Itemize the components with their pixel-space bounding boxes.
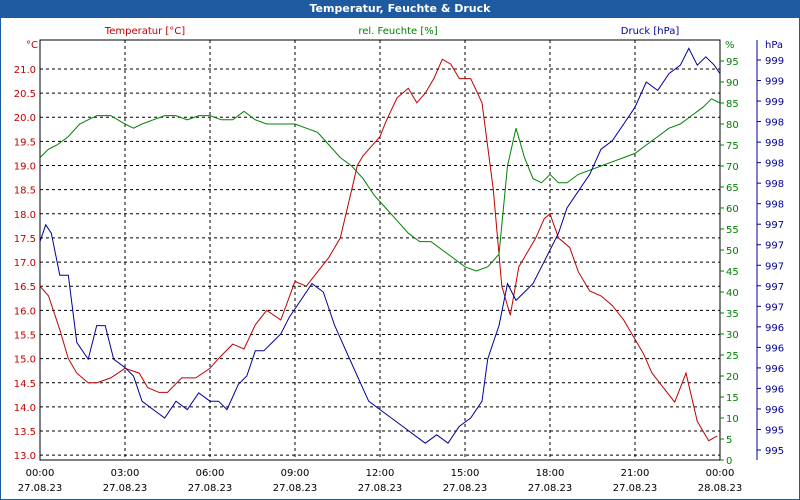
temperature-tick-label: 20.5 <box>14 89 36 100</box>
pressure-tick-label: 997 <box>765 282 784 293</box>
pressure-tick-label: 998 <box>765 200 784 211</box>
pressure-tick-label: 998 <box>765 118 784 129</box>
humidity-tick-label: 15 <box>726 393 739 404</box>
pressure-tick-label: 997 <box>765 220 784 231</box>
pressure-tick-label: 997 <box>765 261 784 272</box>
pressure-tick-label: 997 <box>765 241 784 252</box>
date-tick-label: 28.08.23 <box>698 483 743 494</box>
pressure-tick-label: 995 <box>765 425 784 436</box>
temperature-tick-label: 19.0 <box>14 162 36 173</box>
humidity-series-line <box>39 98 721 272</box>
humidity-tick-label: 65 <box>726 183 739 194</box>
pressure-series-line <box>39 47 721 444</box>
humidity-tick-label: 10 <box>726 414 739 425</box>
pressure-tick-label: 999 <box>765 77 784 88</box>
pressure-tick-label: 996 <box>765 384 784 395</box>
legend-temperature: Temperatur [°C] <box>104 26 185 37</box>
pressure-tick-label: 999 <box>765 97 784 108</box>
pressure-tick-label: 997 <box>765 302 784 313</box>
humidity-tick-label: 50 <box>726 246 739 257</box>
date-tick-label: 27.08.23 <box>188 483 233 494</box>
temperature-tick-label: 17.0 <box>14 258 36 269</box>
humidity-tick-label: 0 <box>726 456 732 467</box>
humidity-tick-label: 5 <box>726 435 732 446</box>
date-tick-label: 27.08.23 <box>103 483 148 494</box>
date-tick-label: 27.08.23 <box>443 483 488 494</box>
pressure-tick-label: 996 <box>765 405 784 416</box>
temperature-tick-label: 19.5 <box>14 137 36 148</box>
pressure-tick-label: 999 <box>765 56 784 67</box>
time-tick-label: 06:00 <box>196 468 225 479</box>
time-tick-label: 15:00 <box>451 468 480 479</box>
pressure-tick-label: 996 <box>765 364 784 375</box>
temperature-tick-label: 21.0 <box>14 65 36 76</box>
pressure-axis-ticks: 999 999 999 998 998 998 998 998 997 997 997 997 997 9… <box>757 56 784 457</box>
humidity-tick-label: 45 <box>726 267 739 278</box>
pressure-tick-label: 998 <box>765 159 784 170</box>
temperature-tick-label: 14.5 <box>14 379 36 390</box>
time-tick-label: 03:00 <box>111 468 140 479</box>
temperature-tick-label: 13.0 <box>14 451 36 462</box>
humidity-tick-label: 40 <box>726 288 739 299</box>
pressure-tick-label: 998 <box>765 179 784 190</box>
pressure-tick-label: 998 <box>765 138 784 149</box>
humidity-tick-label: 75 <box>726 141 739 152</box>
time-tick-label: 12:00 <box>366 468 395 479</box>
humidity-tick-label: 30 <box>726 330 739 341</box>
temperature-axis-unit: °C <box>26 40 38 51</box>
date-tick-label: 27.08.23 <box>613 483 658 494</box>
time-tick-label: 18:00 <box>536 468 565 479</box>
temperature-series-line <box>39 58 718 442</box>
temperature-tick-label: 15.5 <box>14 330 36 341</box>
grid-lines <box>40 40 720 460</box>
temperature-tick-label: 18.5 <box>14 186 36 197</box>
legend-pressure: Druck [hPa] <box>621 26 680 37</box>
humidity-tick-label: 60 <box>726 204 739 215</box>
humidity-tick-label: 25 <box>726 351 739 362</box>
pressure-tick-label: 996 <box>765 343 784 354</box>
date-tick-label: 27.08.23 <box>358 483 403 494</box>
humidity-tick-label: 55 <box>726 225 739 236</box>
pressure-tick-label: 996 <box>765 323 784 334</box>
chart-title: Temperatur, Feuchte & Druck <box>0 0 800 18</box>
temperature-tick-label: 14.0 <box>14 403 36 414</box>
temperature-tick-label: 18.0 <box>14 210 36 221</box>
temperature-tick-label: 13.5 <box>14 427 36 438</box>
temperature-tick-label: 16.0 <box>14 306 36 317</box>
humidity-tick-label: 95 <box>726 57 739 68</box>
time-tick-label: 00:00 <box>706 468 735 479</box>
pressure-axis-unit: hPa <box>765 40 783 51</box>
temperature-tick-label: 20.0 <box>14 113 36 124</box>
temperature-tick-label: 15.0 <box>14 355 36 366</box>
humidity-tick-label: 35 <box>726 309 739 320</box>
pressure-tick-label: 995 <box>765 446 784 457</box>
humidity-tick-label: 80 <box>726 120 739 131</box>
time-tick-label: 21:00 <box>621 468 650 479</box>
temperature-tick-label: 16.5 <box>14 282 36 293</box>
humidity-axis-unit: % <box>725 40 735 51</box>
time-tick-label: 00:00 <box>26 468 55 479</box>
humidity-tick-label: 20 <box>726 372 739 383</box>
humidity-tick-label: 70 <box>726 162 739 173</box>
time-axis-ticks: 00:00 27.08.23 03:00 27.08.23 06:00 27.08.23 0… <box>18 468 743 494</box>
date-tick-label: 27.08.23 <box>18 483 63 494</box>
temperature-tick-label: 17.5 <box>14 234 36 245</box>
humidity-tick-label: 90 <box>726 78 739 89</box>
date-tick-label: 27.08.23 <box>273 483 318 494</box>
temperature-axis-ticks: 21.0 20.5 20.0 19.5 19.0 18.5 18.0 17.5 17.0 16.5… <box>14 65 36 462</box>
legend-humidity: rel. Feuchte [%] <box>358 26 437 37</box>
humidity-tick-label: 85 <box>726 99 739 110</box>
time-tick-label: 09:00 <box>281 468 310 479</box>
series-lines <box>39 47 721 444</box>
date-tick-label: 27.08.23 <box>528 483 573 494</box>
